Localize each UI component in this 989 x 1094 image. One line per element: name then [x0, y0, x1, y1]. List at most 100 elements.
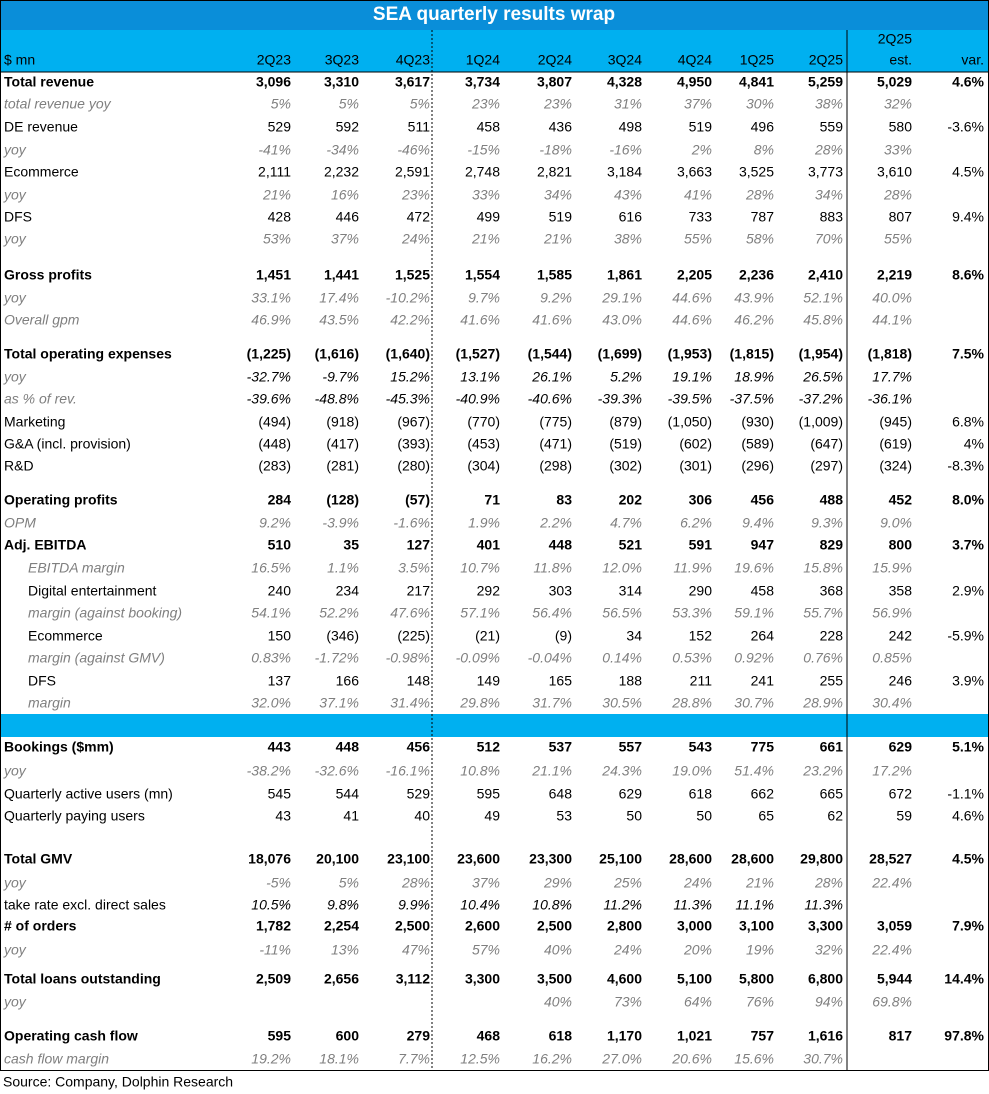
cell-value: -45.3% — [386, 391, 430, 407]
cell-value: 22.4% — [871, 942, 912, 958]
row-label: Total loans outstanding — [4, 971, 161, 987]
cell-value: 3.9% — [952, 673, 984, 689]
cell-value: (930) — [741, 414, 774, 430]
cell-value: 537 — [549, 739, 573, 755]
cell-value: 56.4% — [532, 605, 572, 621]
cell-value: -34% — [326, 142, 359, 158]
cell-value: 28,600 — [669, 851, 712, 867]
column-header: 2Q25 — [809, 52, 843, 68]
cell-value: 38% — [815, 96, 843, 112]
cell-value: 468 — [477, 1028, 501, 1044]
cell-value: 448 — [336, 739, 360, 755]
cell-value: 45.8% — [803, 312, 843, 328]
cell-value: 30% — [746, 96, 774, 112]
cell-value: (57) — [405, 492, 430, 508]
cell-value: 672 — [889, 786, 913, 802]
cell-value: 17.7% — [872, 369, 912, 385]
cell-value: 165 — [549, 673, 573, 689]
cell-value: 20,100 — [316, 851, 359, 867]
cell-value: 0.92% — [734, 650, 774, 666]
cell-value: -39.6% — [247, 391, 291, 407]
cell-value: 28% — [401, 875, 430, 891]
cell-value: 65 — [758, 808, 774, 824]
title: SEA quarterly results wrap — [373, 4, 615, 25]
cell-value: 188 — [619, 673, 643, 689]
cell-value: 947 — [751, 537, 775, 553]
cell-value: 16.5% — [251, 560, 291, 576]
cell-value: (602) — [679, 436, 712, 452]
cell-value: 42.2% — [390, 312, 430, 328]
cell-value: 9.4% — [742, 515, 774, 531]
cell-value: 787 — [751, 209, 775, 225]
cell-value: 1,451 — [256, 267, 291, 283]
cell-value: 456 — [751, 492, 775, 508]
cell-value: -0.09% — [456, 650, 500, 666]
cell-value: 591 — [689, 537, 713, 553]
cell-value: 46.9% — [251, 312, 291, 328]
cell-value: 17.2% — [872, 763, 912, 779]
cell-value: 31% — [614, 96, 642, 112]
cell-value: 519 — [549, 209, 573, 225]
cell-value: 629 — [889, 739, 913, 755]
cell-value: 1.9% — [468, 515, 500, 531]
cell-value: 519 — [689, 119, 713, 135]
cell-value: 55.7% — [803, 605, 843, 621]
cell-value: 3,610 — [877, 164, 912, 180]
cell-value: 3,096 — [256, 74, 291, 90]
cell-value: 37% — [331, 231, 359, 247]
cell-value: 18,076 — [248, 851, 291, 867]
cell-value: 618 — [689, 786, 713, 802]
row-label: margin (against booking) — [28, 605, 182, 621]
row-label: Total operating expenses — [4, 346, 172, 362]
cell-value: 76% — [746, 994, 774, 1010]
cell-value: 41.6% — [460, 312, 500, 328]
cell-value: 28% — [814, 142, 843, 158]
row-label: margin — [28, 695, 71, 711]
row-label: yoy — [3, 763, 27, 779]
cell-value: (281) — [326, 458, 359, 474]
cell-value: 41.6% — [532, 312, 572, 328]
row-label: Gross profits — [4, 267, 92, 283]
cell-value: 4,950 — [677, 74, 712, 90]
cell-value: (296) — [741, 458, 774, 474]
cell-value: 53.3% — [672, 605, 712, 621]
row-label: yoy — [3, 290, 27, 306]
cell-value: -1.6% — [393, 515, 430, 531]
cell-value: 23.2% — [802, 763, 843, 779]
cell-value: (770) — [467, 414, 500, 430]
cell-value: 8% — [754, 142, 774, 158]
cell-value: 600 — [336, 1028, 360, 1044]
cell-value: 10.7% — [460, 560, 500, 576]
cell-value: 6,800 — [808, 971, 843, 987]
header-band — [0, 30, 989, 72]
column-header: 1Q24 — [466, 52, 500, 68]
cell-value: 41 — [343, 808, 359, 824]
cell-value: (304) — [467, 458, 500, 474]
cell-value: 37% — [684, 96, 712, 112]
cell-value: (297) — [810, 458, 843, 474]
cell-value: 71 — [484, 492, 500, 508]
cell-value: 2,205 — [677, 267, 712, 283]
cell-value: 31.7% — [532, 695, 572, 711]
row-label: take rate excl. direct sales — [4, 897, 166, 913]
cell-value: 817 — [889, 1028, 913, 1044]
cell-value: 11.3% — [673, 897, 712, 913]
cell-value: 3,525 — [739, 164, 774, 180]
cell-value: (1,527) — [456, 346, 500, 362]
cell-value: 29.8% — [459, 695, 500, 711]
cell-value: 211 — [690, 673, 713, 689]
cell-value: 4,600 — [607, 971, 642, 987]
cell-value: 17.4% — [319, 290, 359, 306]
cell-value: 234 — [336, 583, 360, 599]
est-period: 2Q25 — [878, 31, 912, 47]
cell-value: 3,310 — [324, 74, 359, 90]
cell-value: (346) — [326, 628, 359, 644]
cell-value: 19.2% — [251, 1051, 291, 1067]
cell-value: 3,184 — [607, 164, 642, 180]
cell-value: 23% — [401, 187, 430, 203]
cell-value: 15.9% — [872, 560, 912, 576]
cell-value: 559 — [820, 119, 844, 135]
cell-value: 43% — [614, 187, 642, 203]
cell-value: (417) — [326, 436, 359, 452]
